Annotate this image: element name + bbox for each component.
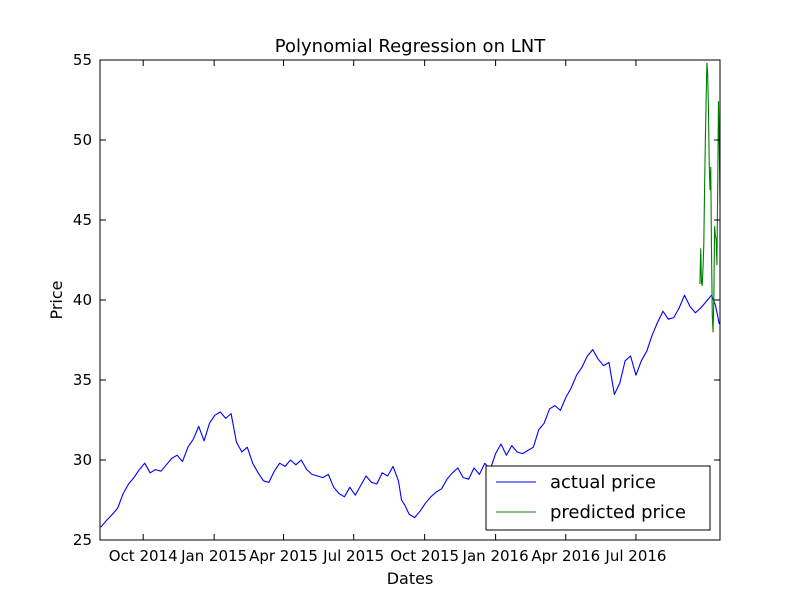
series-line-predicted-price	[699, 62, 720, 333]
series-layer	[100, 62, 720, 528]
x-tick-label: Jul 2015	[322, 547, 384, 565]
y-tick-label: 25	[73, 531, 92, 549]
y-tick-label: 55	[73, 51, 92, 69]
x-tick-label: Apr 2016	[531, 547, 600, 565]
y-tick-label: 50	[73, 131, 92, 149]
chart-title: Polynomial Regression on LNT	[275, 36, 546, 57]
legend-label-actual-price: actual price	[550, 472, 656, 493]
plot-frame	[99, 59, 721, 541]
x-tick-label: Apr 2015	[249, 547, 318, 565]
y-tick-label: 30	[73, 451, 92, 469]
y-axis-label: Price	[47, 280, 66, 319]
y-tick-label: 45	[73, 211, 92, 229]
x-tick-label: Jan 2016	[462, 547, 529, 565]
y-tick-label: 35	[73, 371, 92, 389]
x-axis-label: Dates	[387, 569, 434, 588]
y-tick-label: 40	[73, 291, 92, 309]
legend-label-predicted-price: predicted price	[550, 502, 686, 523]
x-tick-label: Jan 2015	[180, 547, 247, 565]
x-tick-label: Jul 2016	[604, 547, 666, 565]
series-line-actual-price	[100, 294, 720, 528]
x-tick-label: Oct 2014	[109, 547, 178, 565]
legend: actual price predicted price	[485, 465, 711, 531]
legend-box	[485, 465, 711, 531]
x-tick-label: Oct 2015	[390, 547, 459, 565]
